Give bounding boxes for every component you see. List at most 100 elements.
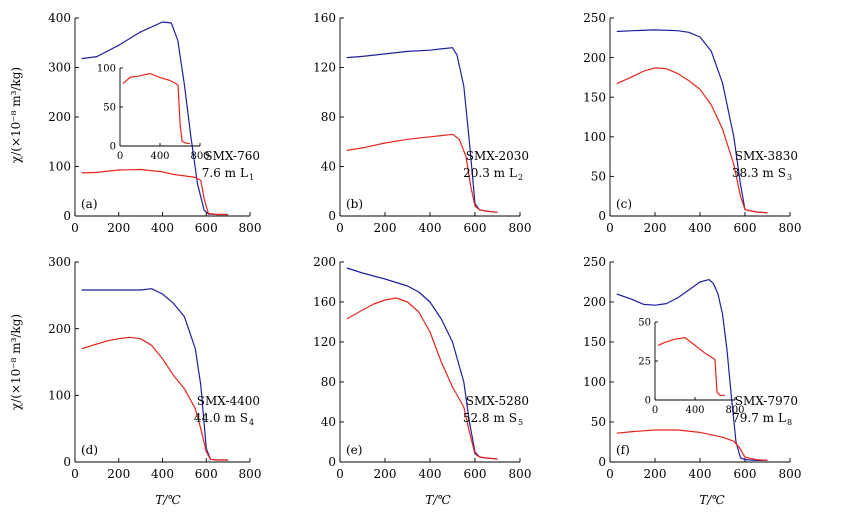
panel-c-layer: S <box>778 166 786 180</box>
panel-b-y-tick-label: 120 <box>313 61 336 75</box>
panel-a-x-tick-label: 600 <box>195 221 218 235</box>
panel-f: 0 200 400 600 800050100150200250(f)SMX-79707… <box>583 255 801 481</box>
panel-a-layer-subscript: 1 <box>249 173 254 182</box>
panel-f-y-tick-label: 100 <box>583 375 606 389</box>
panel-f-layer-subscript: 8 <box>787 418 792 427</box>
panel-a-inset-series-1-line <box>122 72 191 145</box>
panel-c-x-tick-label: 600 <box>734 221 757 235</box>
panel-b-y-tick-label: 40 <box>321 160 336 174</box>
panel-f-x-tick-label: 800 <box>779 467 802 481</box>
panel-a-series-2-line <box>81 168 229 216</box>
panel-c-x-tick-label: 800 <box>779 221 802 235</box>
panel-e-letter: (e) <box>346 443 362 457</box>
panel-f-layer: L <box>778 411 786 425</box>
panel-f-y-tick-label: 50 <box>591 415 606 429</box>
panel-d-layer-subscript: 4 <box>249 418 254 427</box>
panel-b-x-tick-label: 0 <box>336 221 344 235</box>
y-axis-label-bottom: χ/(×10⁻⁸ m³/kg) <box>9 314 23 410</box>
x-axis-label-d: T/℃ <box>155 493 181 507</box>
panel-c-y-tick-label: 0 <box>598 209 606 223</box>
panel-e-x-tick-label: 600 <box>464 467 487 481</box>
panel-b-x-tick-label: 200 <box>374 221 397 235</box>
panel-d: 0 200 400 600 800 0 100 200 300 (d) SMX-4400 44.0 m… <box>48 255 261 481</box>
panel-a-x-tick-label: 0 <box>71 221 79 235</box>
panel-f-inset: 0 400 800 0 25 50 <box>638 318 744 417</box>
panel-b-y-tick-label: 80 <box>321 110 336 124</box>
panel-e-x-tick-label: 200 <box>374 467 397 481</box>
panel-a-y-tick-label: 0 <box>63 209 71 223</box>
panel-f-x-tick-label: 0 <box>606 467 614 481</box>
panel-a-y-tick-label: 400 <box>48 11 71 25</box>
panel-d-x-tick-label: 600 <box>195 467 218 481</box>
panel-c-y-tick-label: 50 <box>591 170 606 184</box>
panel-e-layer: S <box>509 411 517 425</box>
panel-d-series-2-line <box>81 336 229 461</box>
panel-b-layer: L <box>509 166 517 180</box>
panel-f-inset-x-tick-label: 800 <box>725 405 744 416</box>
panel-b: 0 200 400 600 800 0 40 80 120 160 (b) SMX-2030 20.3 … <box>313 11 531 235</box>
panel-a-inset-y-tick-label: 100 <box>97 64 116 75</box>
panel-f-y-tick-label: 150 <box>583 335 606 349</box>
panel-d-x-tick-label: 800 <box>239 467 262 481</box>
panel-a-y-tick-label: 200 <box>48 110 71 124</box>
panel-f-inset-x-tick-label: 400 <box>685 405 704 416</box>
panel-e-sample-id: SMX-5280 <box>466 394 529 408</box>
panel-d-sample-id: SMX-4400 <box>197 394 260 408</box>
panel-e-x-tick-label: 400 <box>419 467 442 481</box>
panel-c-series-1-line <box>616 29 768 214</box>
panel-b-layer-subscript: 2 <box>518 173 523 182</box>
panel-b-x-tick-label: 600 <box>464 221 487 235</box>
panel-f-series-1-line <box>616 279 768 461</box>
panel-a-inset-y-tick-label: 50 <box>103 103 116 114</box>
panel-d-y-tick-label: 300 <box>48 255 71 269</box>
panel-b-depth: 20.3 m <box>463 166 506 180</box>
panel-b-series-1-line <box>346 47 498 213</box>
panel-c-x-tick-label: 200 <box>644 221 667 235</box>
panel-c-y-tick-label: 100 <box>583 130 606 144</box>
panel-a-inset-y-tick-label: 0 <box>110 142 116 153</box>
panel-a-inset: 0 400 800 0 50 100 <box>97 64 210 163</box>
panel-e-x-tick-label: 0 <box>336 467 344 481</box>
panel-f-inset-x-tick-label: 0 <box>652 405 658 416</box>
y-axis-label-top: χ/(×10⁻⁸ m³/kg) <box>9 67 23 163</box>
panel-d-y-tick-label: 200 <box>48 322 71 336</box>
panel-b-letter: (b) <box>346 197 363 211</box>
panel-e-series-2-line <box>346 297 498 460</box>
panel-f-inset-series-1-line <box>657 337 725 396</box>
panel-b-x-tick-label: 800 <box>509 221 532 235</box>
panel-f-letter: (f) <box>616 443 630 457</box>
panel-b-x-tick-label: 400 <box>419 221 442 235</box>
panel-d-y-tick-label: 0 <box>63 455 71 469</box>
panel-a-x-tick-label: 400 <box>151 221 174 235</box>
panel-e: 0 200 400 600 800 0 40 80 120 160 200 (e) SMX-5280 52… <box>313 255 531 481</box>
panel-d-x-tick-label: 200 <box>107 467 130 481</box>
panel-a-depth: 7.6 m <box>202 166 237 180</box>
panel-c-layer-subscript: 3 <box>787 173 792 182</box>
panel-d-letter: (d) <box>81 443 98 457</box>
panel-e-y-tick-label: 40 <box>321 415 336 429</box>
panel-b-sample-id: SMX-2030 <box>466 149 529 163</box>
panel-a-x-tick-label: 800 <box>239 221 262 235</box>
panel-c-series-2-line <box>616 67 768 214</box>
panel-c-sample-id: SMX-3830 <box>735 149 798 163</box>
panel-d-depth: 44.0 m <box>194 411 237 425</box>
panel-c-x-tick-label: 0 <box>606 221 614 235</box>
panel-e-y-tick-label: 200 <box>313 255 336 269</box>
panel-e-y-tick-label: 160 <box>313 295 336 309</box>
panel-f-y-tick-label: 0 <box>598 455 606 469</box>
x-axis-label-f: T/℃ <box>699 493 725 507</box>
panel-a-inset-x-tick-label: 400 <box>150 151 169 162</box>
panel-b-series-2-line <box>346 133 498 213</box>
panel-e-y-tick-label: 80 <box>321 375 336 389</box>
panel-e-y-tick-label: 120 <box>313 335 336 349</box>
panel-d-x-tick-label: 0 <box>71 467 79 481</box>
panel-c-y-tick-label: 250 <box>583 11 606 25</box>
panel-a-sample-id: SMX-760 <box>204 149 260 163</box>
panel-f-x-tick-label: 400 <box>689 467 712 481</box>
panel-e-layer-subscript: 5 <box>518 418 523 427</box>
